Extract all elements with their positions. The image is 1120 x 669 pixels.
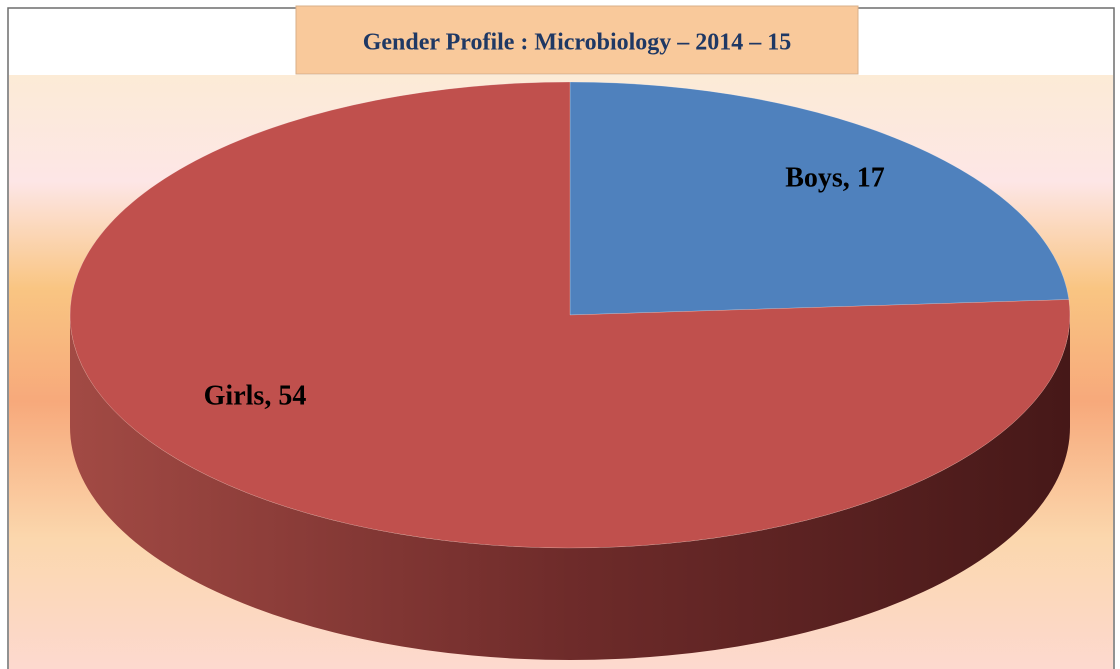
slice (69, 81, 1071, 549)
pie: Boys, 17 Girls, 54 (69, 81, 1071, 660)
data-label: Boys, 17 (785, 162, 885, 193)
slice (569, 81, 1070, 316)
data-label: Girls, 54 (204, 380, 307, 411)
chart-title: Gender Profile : Microbiology – 2014 – 1… (363, 30, 792, 56)
slice-side (70, 315, 1070, 660)
title-box (295, 5, 859, 75)
